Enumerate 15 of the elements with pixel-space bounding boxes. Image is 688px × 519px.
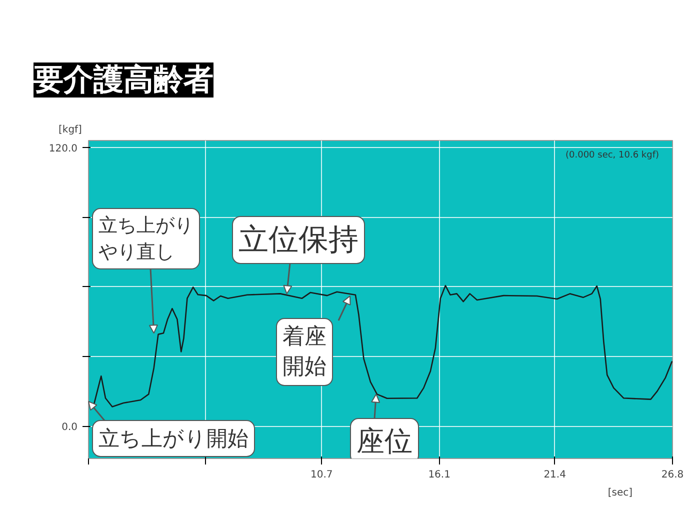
x-tick-label: 26.8 [661, 470, 684, 480]
chart-title: 要介護高齢者 [34, 62, 214, 98]
annotation: 座位 [356, 424, 412, 458]
x-tick-label: 16.1 [428, 470, 450, 480]
annotation: 着座開始 [282, 324, 326, 380]
annotation: 立位保持 [238, 222, 358, 258]
x-axis-title: [sec] [608, 488, 633, 498]
y-tick-label: 0.0 [62, 422, 78, 434]
annotation: 立ち上がりやり直し [98, 214, 194, 263]
y-axis-title: [kgf] [58, 124, 82, 136]
y-tick-label: 120.0 [48, 143, 78, 154]
x-tick-label: 21.4 [544, 470, 566, 480]
annotation: (0.000 sec, 10.6 kgf) [566, 150, 660, 160]
x-tick-label: 10.7 [310, 470, 333, 480]
annotation: 立ち上がり開始 [98, 426, 248, 450]
